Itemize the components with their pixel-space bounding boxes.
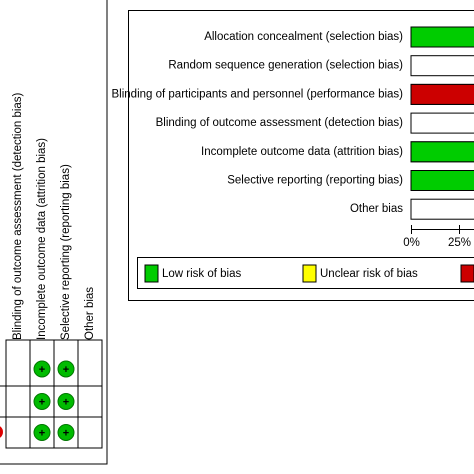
partial-judgement (0, 426, 3, 438)
judgement-symbol: + (63, 364, 69, 376)
judgement-dot (57, 393, 75, 410)
legend-label: Unclear risk of bias (320, 268, 418, 280)
judgement-dot (33, 424, 51, 441)
column-header: Other bias (84, 287, 96, 340)
legend-swatch (302, 264, 317, 283)
summary-frame (0, 0, 108, 465)
bar (410, 83, 474, 105)
judgement-dot (57, 424, 75, 441)
legend-label: Low risk of bias (162, 268, 242, 280)
graph-frame (128, 10, 474, 301)
category-label: Blinding of participants and personnel (… (112, 88, 404, 100)
legend-frame (137, 257, 474, 289)
x-tick-label: 25% (448, 237, 471, 249)
column-header: Selective reporting (reporting bias) (60, 164, 72, 340)
legend-swatch (460, 264, 474, 283)
bar-frame (410, 198, 474, 220)
judgement-symbol: + (39, 364, 45, 376)
category-label: Selective reporting (reporting bias) (227, 175, 403, 187)
legend-swatch (144, 264, 159, 283)
category-label: Incomplete outcome data (attrition bias) (201, 146, 403, 158)
bar-frame (410, 55, 474, 77)
category-label: Other bias (350, 203, 403, 215)
bar (410, 170, 474, 191)
judgement-symbol: + (63, 396, 69, 408)
bar (410, 141, 474, 163)
x-tick-label: 0% (403, 237, 420, 249)
category-label: Allocation concealment (selection bias) (204, 31, 403, 43)
judgement-dot (33, 393, 51, 410)
column-header: Incomplete outcome data (attrition bias) (36, 138, 48, 340)
judgement-symbol: + (39, 427, 45, 439)
judgement-symbol: + (63, 427, 69, 439)
category-label: Random sequence generation (selection bi… (168, 60, 403, 72)
bar (410, 26, 474, 48)
column-header: Blinding of outcome assessment (detectio… (12, 92, 24, 340)
bar-frame (410, 112, 474, 134)
category-label: Blinding of outcome assessment (detectio… (156, 117, 404, 129)
judgement-dot (33, 360, 51, 378)
judgement-dot (57, 360, 75, 378)
judgement-symbol: + (39, 396, 45, 408)
